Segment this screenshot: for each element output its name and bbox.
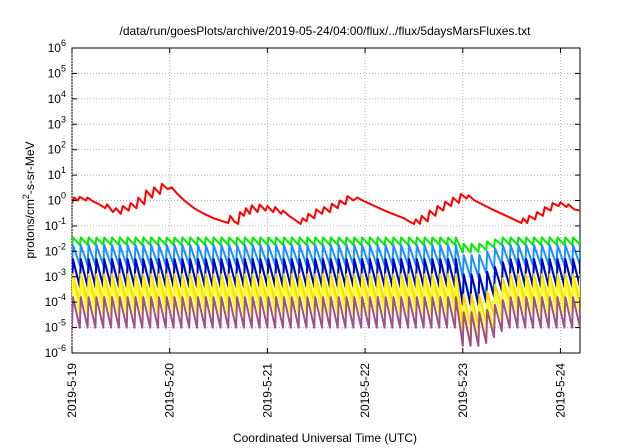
y-tick-label: 100 (48, 191, 66, 208)
y-tick-label: 102 (48, 140, 66, 157)
x-tick-label: 2019-5-20 (163, 363, 177, 418)
series-line (72, 278, 580, 347)
series-layer (72, 182, 580, 347)
x-tick-label: 2019-5-24 (553, 363, 567, 418)
x-tick-label: 2019-5-23 (456, 363, 470, 418)
y-tick-label-base: 10 (48, 143, 62, 157)
y-tick-label-exp: -4 (58, 292, 66, 302)
y-tick-label-base: 10 (45, 270, 59, 284)
y-tick-label: 10-3 (45, 267, 66, 284)
y-tick-label-exp: -1 (58, 216, 66, 226)
y-tick-label: 10-4 (45, 292, 66, 309)
series-line (72, 273, 580, 328)
y-tick-label-exp: 0 (61, 191, 66, 201)
series-line (72, 182, 580, 225)
y-tick-label-base: 10 (48, 66, 62, 80)
y-tick-label-exp: 3 (61, 114, 66, 124)
y-tick-label-base: 10 (48, 41, 62, 55)
y-tick-label: 10-2 (45, 241, 66, 258)
y-axis-title-sup: 2 (21, 194, 31, 199)
y-tick-label-exp: -6 (58, 343, 66, 353)
y-tick-label: 104 (48, 89, 66, 106)
y-tick-label: 106 (48, 38, 66, 55)
y-tick-label-base: 10 (45, 321, 59, 335)
y-tick-label-base: 10 (48, 92, 62, 106)
chart-title: /data/run/goesPlots/archive/2019-05-24/0… (120, 24, 532, 38)
series-line (72, 244, 580, 279)
x-tick-label: 2019-5-19 (65, 363, 79, 418)
y-tick-label-base: 10 (48, 117, 62, 131)
y-tick-label-exp: -3 (58, 267, 66, 277)
y-axis-title: protons/cm2-s-sr-MeV (21, 141, 37, 258)
y-axis-title-rest: -s-sr-MeV (23, 141, 37, 194)
y-tick-label-exp: 2 (61, 140, 66, 150)
y-axis-title-base: protons/cm (23, 199, 37, 258)
y-tick-label-exp: 4 (61, 89, 66, 99)
y-tick-label-base: 10 (45, 346, 59, 360)
y-tick-label: 10-1 (45, 216, 66, 233)
x-tick-label: 2019-5-21 (260, 363, 274, 418)
x-axis: 2019-5-19 2019-5-20 2019-5-21 2019-5-22 2019… (65, 48, 567, 418)
y-tick-label-base: 10 (45, 244, 59, 258)
y-tick-label-base: 10 (48, 194, 62, 208)
y-tick-label-exp: -2 (58, 241, 66, 251)
y-tick-label-exp: 5 (61, 63, 66, 73)
y-tick-label-exp: 6 (61, 38, 66, 48)
y-tick-label: 10-6 (45, 343, 66, 360)
x-tick-label: 2019-5-22 (358, 363, 372, 418)
y-tick-label: 10-5 (45, 318, 66, 335)
series-line (72, 236, 580, 254)
y-tick-label-exp: 1 (61, 165, 66, 175)
series-line (72, 258, 580, 307)
y-tick-label-base: 10 (45, 219, 59, 233)
y-axis: 10-610-510-410-310-210-11001011021031041… (45, 38, 580, 360)
y-tick-label: 103 (48, 114, 66, 131)
y-tick-label-base: 10 (48, 168, 62, 182)
y-tick-label: 101 (48, 165, 66, 182)
y-tick-label-exp: -5 (58, 318, 66, 328)
series-line (72, 296, 580, 347)
y-tick-label: 105 (48, 63, 66, 80)
x-axis-title: Coordinated Universal Time (UTC) (233, 431, 417, 445)
y-tick-label-base: 10 (45, 295, 59, 309)
